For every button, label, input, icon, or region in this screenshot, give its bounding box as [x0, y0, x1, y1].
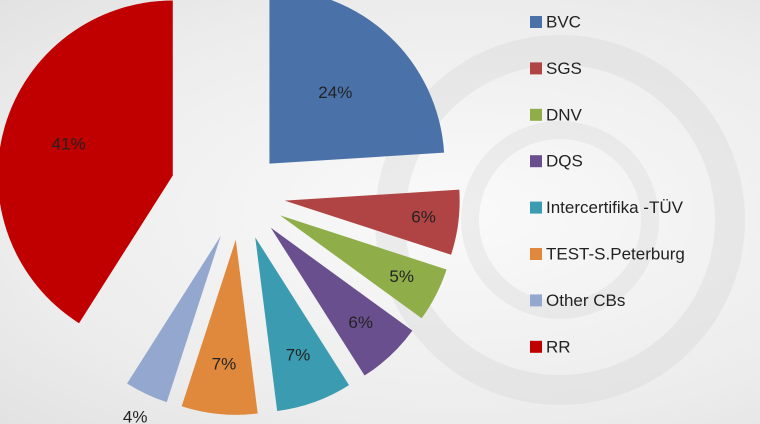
legend-label: RR	[546, 337, 571, 356]
legend-swatch	[530, 155, 542, 168]
pie-slice	[284, 189, 460, 255]
legend-label: SGS	[546, 59, 582, 78]
data-label: 6%	[348, 313, 373, 332]
data-label: 7%	[212, 355, 237, 374]
data-label: 4%	[123, 407, 148, 424]
legend-label: Intercertifika -TÜV	[546, 198, 684, 217]
legend-label: TEST-S.Peterburg	[546, 244, 685, 263]
legend-swatch	[530, 108, 542, 121]
pie-slice	[127, 235, 221, 403]
legend-label: Other CBs	[546, 291, 625, 310]
legend-label: BVC	[546, 12, 581, 31]
pie-slice	[255, 237, 350, 411]
data-label: 7%	[286, 345, 311, 364]
legend-swatch	[530, 201, 542, 214]
data-label: 6%	[411, 208, 436, 227]
legend-swatch	[530, 16, 542, 28]
legend-swatch	[530, 294, 542, 307]
pie-slice	[181, 239, 258, 415]
legend-label: DNV	[546, 105, 583, 124]
data-label: 24%	[318, 83, 352, 102]
legend-label: DQS	[546, 152, 583, 171]
legend-swatch	[530, 62, 542, 75]
legend-swatch	[530, 248, 542, 260]
pie-slice	[269, 0, 445, 164]
pie-slice	[0, 0, 173, 324]
data-label: 41%	[52, 135, 86, 154]
pie-slice	[270, 227, 413, 376]
pie-slice	[280, 215, 447, 319]
data-label: 5%	[389, 267, 414, 286]
legend-swatch	[530, 340, 542, 353]
